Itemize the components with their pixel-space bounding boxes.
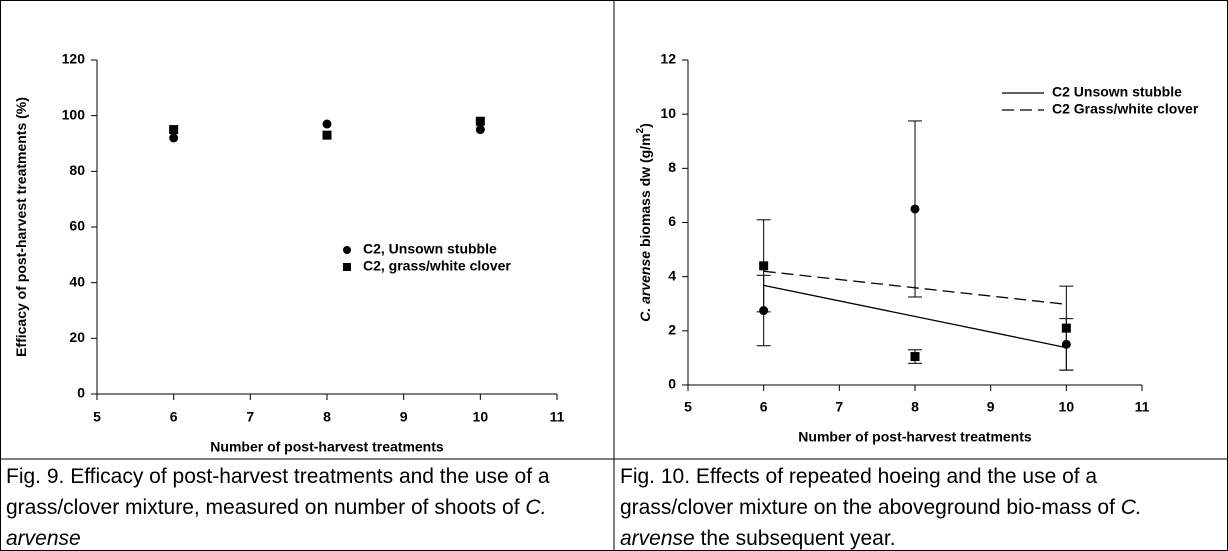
y-axis-label-part: C. arvense	[637, 251, 653, 322]
caption-text: Fig. 10. Effects of repeated hoeing and …	[620, 465, 1121, 519]
trend-line	[763, 284, 1067, 349]
y-tick-label: 40	[69, 273, 85, 289]
point	[475, 125, 485, 135]
point	[322, 130, 332, 140]
x-tick-label: 9	[400, 409, 408, 425]
point	[1061, 323, 1071, 333]
y-tick-label: 120	[62, 51, 86, 67]
caption: Fig. 9. Efficacy of post-harvest treatme…	[6, 461, 602, 551]
y-tick-label: 6	[668, 213, 676, 229]
y-tick-label: 100	[62, 106, 86, 122]
x-tick-label: 10	[1059, 399, 1075, 415]
point	[475, 116, 485, 126]
y-axis-label-part: 2	[635, 127, 646, 133]
y-tick-label: 60	[69, 218, 85, 234]
y-tick-label: 2	[668, 322, 676, 338]
y-tick-label: 0	[77, 385, 85, 401]
point	[169, 133, 179, 143]
x-tick-label: 8	[323, 409, 331, 425]
point	[910, 352, 920, 362]
y-axis-label: Efficacy of post-harvest treatments (%)	[13, 97, 29, 357]
point	[322, 119, 332, 129]
y-tick-label: 0	[668, 376, 676, 392]
x-tick-label: 5	[684, 399, 692, 415]
caption: Fig. 10. Effects of repeated hoeing and …	[620, 461, 1216, 551]
y-axis-label: C. arvense biomass dw (g/m2)	[635, 123, 653, 322]
caption-text: C. arvense	[6, 496, 547, 550]
x-tick-label: 8	[911, 399, 919, 415]
legend-swatch	[343, 263, 351, 271]
y-axis-label-part: Efficacy of post-harvest treatments (%)	[13, 97, 29, 357]
x-tick-label: 10	[473, 409, 489, 425]
legend-swatch	[343, 246, 351, 254]
caption-text: C. arvense	[620, 496, 1142, 550]
point	[910, 204, 920, 214]
x-tick-label: 6	[170, 409, 178, 425]
x-tick-label: 7	[835, 399, 843, 415]
legend-label: C2, Unsown stubble	[363, 241, 497, 257]
legend-label: C2, grass/white clover	[363, 258, 511, 274]
y-tick-label: 20	[69, 329, 85, 345]
x-axis-label: Number of post-harvest treatments	[210, 439, 444, 455]
x-axis-label: Number of post-harvest treatments	[798, 429, 1032, 445]
y-axis-label-part: biomass dw (g/m	[637, 133, 653, 250]
x-tick-label: 7	[246, 409, 254, 425]
point	[169, 125, 179, 135]
caption-text: the subsequent year.	[694, 527, 896, 550]
caption-text: Fig. 9. Efficacy of post-harvest treatme…	[6, 465, 550, 519]
legend-label: C2 Grass/white clover	[1052, 101, 1199, 117]
point	[759, 261, 769, 271]
x-tick-label: 11	[1135, 399, 1150, 415]
y-tick-label: 80	[69, 162, 85, 178]
y-tick-label: 10	[660, 105, 676, 121]
legend-label: C2 Unsown stubble	[1052, 84, 1182, 100]
y-axis-label-part: )	[637, 123, 653, 128]
x-tick-label: 9	[987, 399, 995, 415]
y-tick-label: 4	[668, 267, 676, 283]
y-tick-label: 12	[660, 51, 676, 67]
x-tick-label: 11	[550, 409, 565, 425]
x-tick-label: 5	[93, 409, 101, 425]
x-tick-label: 6	[760, 399, 768, 415]
y-tick-label: 8	[668, 159, 676, 175]
